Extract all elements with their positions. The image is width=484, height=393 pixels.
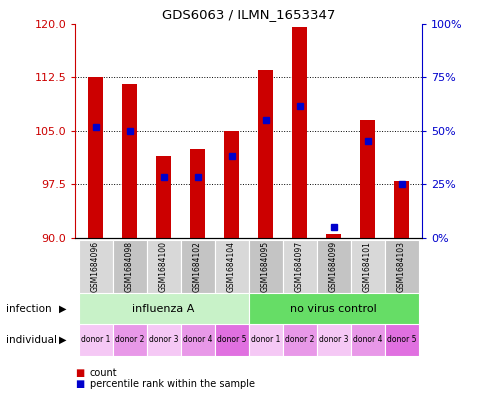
Text: donor 1: donor 1	[81, 336, 110, 344]
Text: GSM1684103: GSM1684103	[396, 241, 405, 292]
Text: ▶: ▶	[59, 303, 67, 314]
Text: individual: individual	[6, 335, 57, 345]
Text: GSM1684104: GSM1684104	[227, 241, 236, 292]
Bar	[384, 324, 418, 356]
Bar	[248, 293, 418, 324]
Text: GSM1684098: GSM1684098	[125, 241, 134, 292]
Bar	[291, 27, 306, 238]
Bar	[384, 240, 418, 293]
Bar	[155, 156, 171, 238]
Text: donor 2: donor 2	[284, 336, 314, 344]
Bar	[325, 234, 341, 238]
Text: ■: ■	[75, 379, 84, 389]
Title: GDS6063 / ILMN_1653347: GDS6063 / ILMN_1653347	[162, 8, 334, 21]
Bar	[316, 324, 350, 356]
Bar	[248, 324, 282, 356]
Text: donor 4: donor 4	[352, 336, 381, 344]
Bar	[224, 130, 239, 238]
Bar	[350, 324, 384, 356]
Text: donor 5: donor 5	[386, 336, 415, 344]
Text: ▶: ▶	[59, 335, 67, 345]
Bar	[214, 240, 248, 293]
Text: no virus control: no virus control	[289, 303, 376, 314]
Bar	[146, 240, 180, 293]
Text: infection: infection	[6, 303, 52, 314]
Text: donor 3: donor 3	[149, 336, 178, 344]
Bar	[112, 324, 146, 356]
Text: GSM1684095: GSM1684095	[260, 241, 270, 292]
Text: influenza A: influenza A	[132, 303, 195, 314]
Bar	[359, 120, 375, 238]
Text: GSM1684096: GSM1684096	[91, 241, 100, 292]
Bar	[257, 70, 272, 238]
Bar	[121, 84, 137, 238]
Text: ■: ■	[75, 367, 84, 378]
Bar	[78, 293, 248, 324]
Text: donor 1: donor 1	[250, 336, 280, 344]
Text: percentile rank within the sample: percentile rank within the sample	[90, 379, 254, 389]
Text: GSM1684102: GSM1684102	[193, 241, 202, 292]
Bar	[88, 77, 103, 238]
Bar	[282, 240, 316, 293]
Text: GSM1684100: GSM1684100	[159, 241, 168, 292]
Bar	[112, 240, 146, 293]
Text: GSM1684099: GSM1684099	[328, 241, 337, 292]
Text: donor 2: donor 2	[115, 336, 144, 344]
Text: donor 3: donor 3	[318, 336, 348, 344]
Text: GSM1684097: GSM1684097	[294, 241, 303, 292]
Bar	[146, 324, 180, 356]
Text: donor 5: donor 5	[216, 336, 246, 344]
Text: count: count	[90, 367, 117, 378]
Bar	[316, 240, 350, 293]
Bar	[78, 240, 112, 293]
Text: donor 4: donor 4	[182, 336, 212, 344]
Bar	[248, 240, 282, 293]
Bar	[180, 240, 214, 293]
Bar	[350, 240, 384, 293]
Bar	[190, 149, 205, 238]
Bar	[282, 324, 316, 356]
Bar	[214, 324, 248, 356]
Text: GSM1684101: GSM1684101	[363, 241, 371, 292]
Bar	[180, 324, 214, 356]
Bar	[393, 181, 408, 238]
Bar	[78, 324, 112, 356]
